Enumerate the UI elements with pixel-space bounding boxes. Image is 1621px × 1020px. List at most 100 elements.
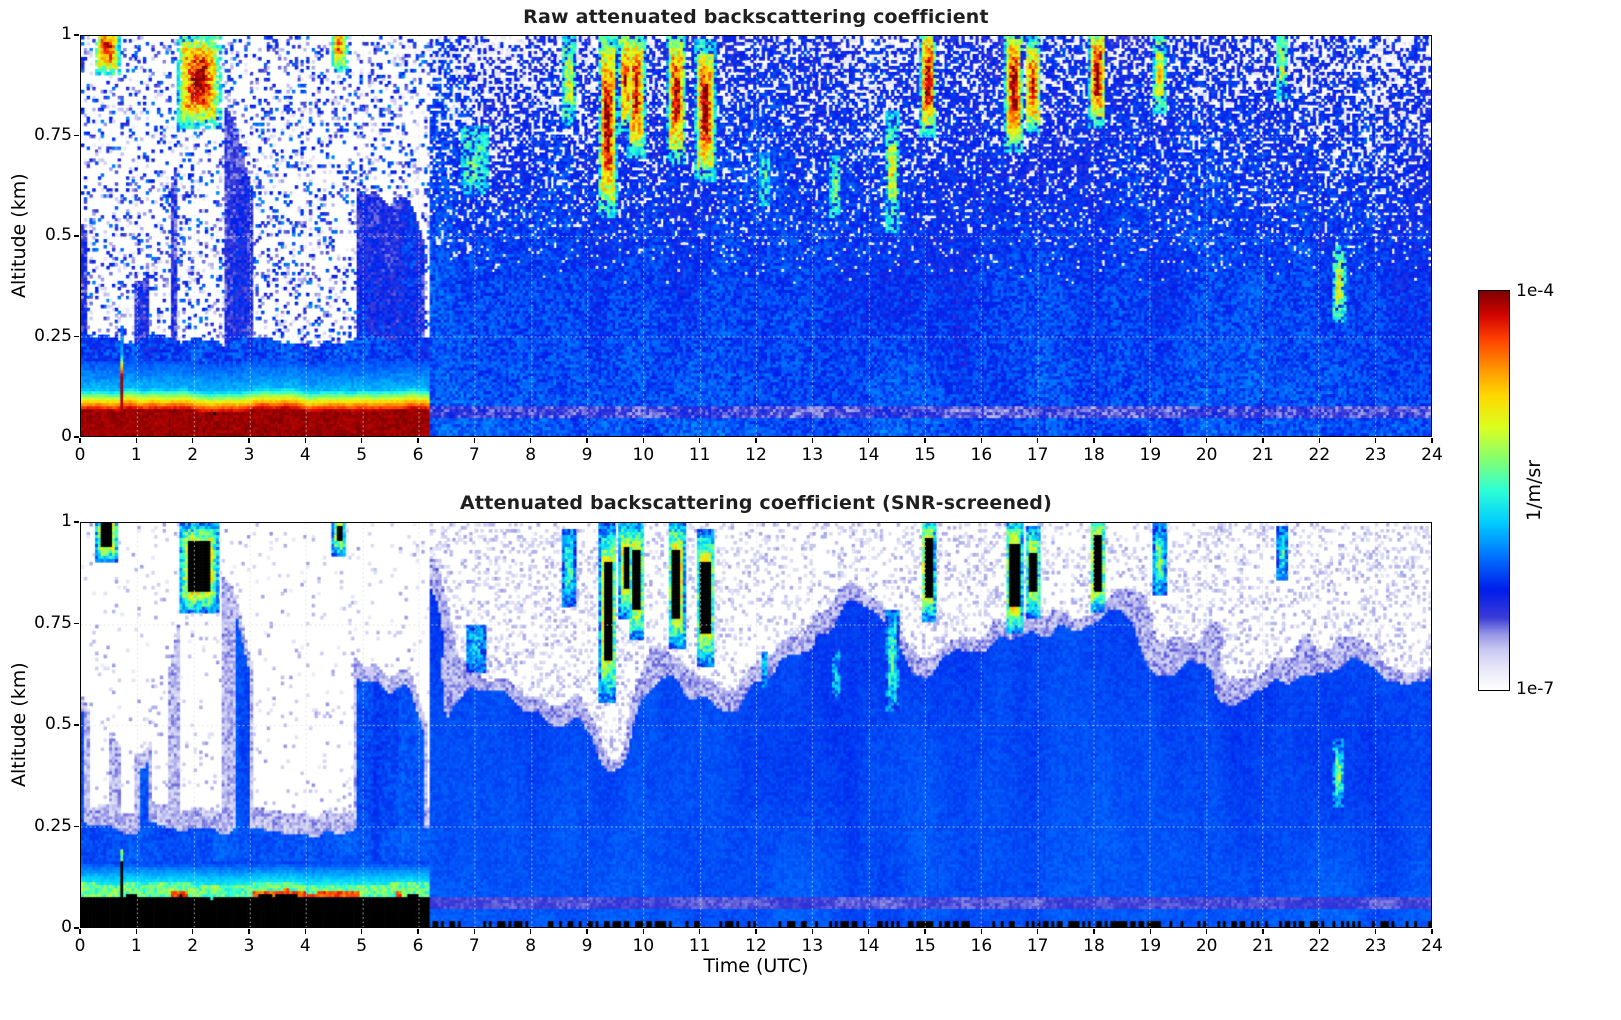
x-tick-label: 7 — [468, 445, 480, 465]
x-tick-label: 22 — [1308, 445, 1331, 465]
x-tick-label: 0 — [74, 445, 86, 465]
x-tick-label: 0 — [74, 936, 86, 956]
x-tick-label: 5 — [356, 936, 368, 956]
x-tick-mark — [1431, 929, 1433, 934]
x-tick-label: 17 — [1026, 445, 1049, 465]
x-tick-label: 18 — [1083, 445, 1105, 465]
x-tick-mark — [980, 438, 982, 443]
x-tick-mark — [1431, 438, 1433, 443]
y-tick-label: 1 — [61, 511, 72, 531]
x-tick-label: 1 — [130, 445, 142, 465]
x-tick-label: 6 — [412, 936, 424, 956]
x-tick-label: 17 — [1026, 936, 1049, 956]
x-tick-mark — [1149, 929, 1151, 934]
x-tick-mark — [586, 438, 588, 443]
x-tick-mark — [1262, 929, 1264, 934]
x-tick-label: 23 — [1364, 445, 1387, 465]
x-tick-label: 2 — [187, 445, 199, 465]
x-tick-label: 1 — [130, 936, 142, 956]
x-tick-mark — [642, 438, 644, 443]
x-tick-label: 12 — [745, 936, 767, 956]
x-tick-label: 4 — [299, 936, 311, 956]
colorbar-max-label: 1e-4 — [1516, 281, 1555, 301]
y-tick-label: 0.75 — [34, 124, 72, 145]
x-tick-mark — [473, 929, 475, 934]
x-tick-label: 16 — [970, 445, 993, 465]
raw-panel-title: Raw attenuated backscattering coefficien… — [523, 6, 989, 28]
y-tick-label: 0.5 — [44, 714, 72, 734]
x-tick-mark — [248, 438, 250, 443]
x-tick-mark — [530, 929, 532, 934]
x-tick-label: 6 — [412, 445, 424, 465]
x-tick-mark — [1149, 438, 1151, 443]
x-tick-mark — [1037, 929, 1039, 934]
x-tick-mark — [811, 929, 813, 934]
x-tick-label: 19 — [1139, 936, 1162, 956]
x-tick-mark — [361, 929, 363, 934]
x-tick-label: 20 — [1195, 936, 1218, 956]
x-tick-mark — [1375, 438, 1377, 443]
screened-heatmap-canvas — [81, 523, 1431, 927]
y-tick-mark — [74, 436, 79, 438]
x-tick-label: 11 — [688, 936, 711, 956]
raw-heatmap-panel — [80, 35, 1432, 437]
x-tick-label: 15 — [914, 445, 936, 465]
x-tick-mark — [417, 929, 419, 934]
x-tick-label: 24 — [1421, 936, 1443, 956]
x-tick-mark — [1093, 438, 1095, 443]
x-axis-label: Time (UTC) — [703, 955, 809, 977]
screened-panel-title: Attenuated backscattering coefficient (S… — [460, 492, 1052, 514]
x-tick-label: 10 — [632, 445, 655, 465]
y-tick-mark — [74, 134, 79, 137]
y-tick-mark — [74, 927, 79, 929]
x-tick-mark — [417, 438, 419, 443]
x-tick-label: 5 — [356, 445, 368, 465]
y-tick-mark — [74, 235, 79, 237]
x-tick-mark — [1037, 438, 1039, 443]
x-tick-mark — [755, 929, 757, 934]
x-tick-label: 8 — [525, 936, 537, 956]
x-tick-mark — [304, 438, 306, 443]
y-tick-label: 0.25 — [34, 815, 72, 836]
x-tick-mark — [924, 438, 926, 443]
x-tick-label: 19 — [1139, 445, 1162, 465]
x-tick-mark — [1318, 438, 1320, 443]
x-tick-mark — [868, 438, 870, 443]
y-tick-label: 0 — [61, 917, 72, 937]
x-tick-mark — [811, 438, 813, 443]
x-tick-mark — [642, 929, 644, 934]
x-tick-mark — [924, 929, 926, 934]
x-tick-label: 24 — [1421, 445, 1443, 465]
x-tick-label: 15 — [914, 936, 936, 956]
y-tick-mark — [74, 724, 79, 726]
y-tick-label: 0.75 — [34, 612, 72, 633]
raw-heatmap-canvas — [81, 36, 1431, 436]
x-tick-mark — [980, 929, 982, 934]
x-tick-label: 8 — [525, 445, 537, 465]
x-tick-mark — [192, 438, 194, 443]
x-tick-mark — [248, 929, 250, 934]
y-tick-label: 0.5 — [44, 225, 72, 245]
x-tick-label: 21 — [1252, 936, 1274, 956]
x-tick-mark — [1318, 929, 1320, 934]
x-tick-mark — [755, 438, 757, 443]
y-tick-mark — [74, 335, 79, 338]
colorbar-units-label: 1/m/sr — [1523, 459, 1545, 521]
x-tick-label: 4 — [299, 445, 311, 465]
x-tick-label: 20 — [1195, 445, 1218, 465]
x-tick-mark — [586, 929, 588, 934]
x-tick-mark — [699, 438, 701, 443]
x-tick-mark — [1262, 438, 1264, 443]
x-tick-label: 9 — [581, 936, 593, 956]
y-tick-label: 0 — [61, 426, 72, 446]
colorbar — [1478, 290, 1510, 691]
x-tick-mark — [304, 929, 306, 934]
x-tick-label: 3 — [243, 445, 255, 465]
x-tick-label: 11 — [688, 445, 711, 465]
screened-heatmap-panel — [80, 522, 1432, 928]
x-tick-label: 7 — [468, 936, 480, 956]
x-tick-mark — [530, 438, 532, 443]
y-tick-label: 1 — [61, 24, 72, 44]
y-tick-mark — [74, 521, 79, 523]
